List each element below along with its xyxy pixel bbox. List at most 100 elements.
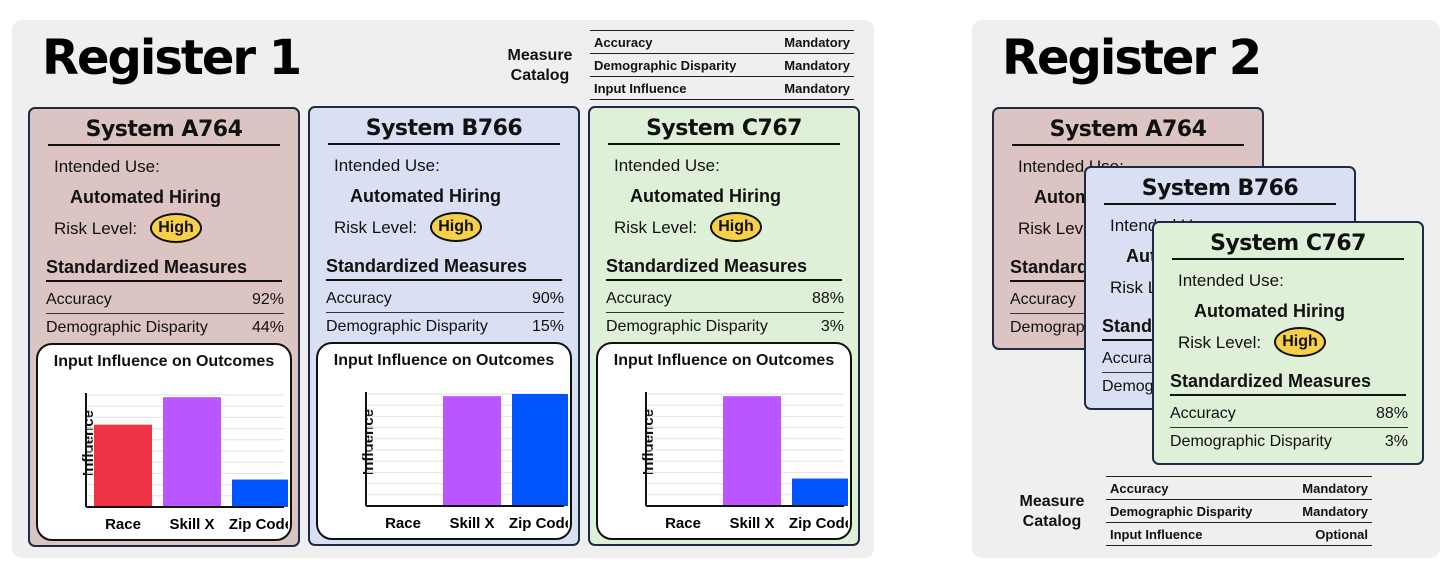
measure-row: Demographic Disparity 3%: [1170, 433, 1408, 455]
intended-use-value: Automated Hiring: [1194, 301, 1345, 321]
chart-plot: Race Skill X Zip Code: [85, 393, 288, 533]
x-tick-label: Zip Code: [789, 515, 848, 532]
measure-row: Accuracy 92%: [46, 291, 284, 314]
influence-chart: Input Influence on Outcomes Influence Ra…: [316, 342, 572, 540]
catalog-row: Accuracy Mandatory: [590, 30, 854, 54]
catalog-status: Mandatory: [767, 53, 854, 77]
measure-name: Accuracy: [326, 290, 392, 307]
register-2-title: Register 2: [1002, 30, 1262, 86]
risk-badge: High: [150, 213, 202, 243]
catalog-measure: Accuracy: [1106, 476, 1285, 500]
chart-title: Input Influence on Outcomes: [613, 352, 835, 369]
catalog-measure: Demographic Disparity: [1106, 499, 1285, 523]
register-2-panel: Register 2 System A764 Intended Use: Aut…: [972, 20, 1440, 558]
bar-zip-code: [792, 478, 848, 506]
risk-badge: High: [430, 212, 482, 242]
catalog-status: Optional: [1284, 522, 1372, 546]
intended-use-label: Intended Use:: [1178, 271, 1284, 290]
measure-name: Accuracy: [1102, 350, 1168, 367]
standardized-measures-heading: Standardized Measures: [1170, 371, 1406, 396]
measure-catalog-label: Measure Catalog: [1019, 493, 1085, 530]
x-tick-label: Race: [665, 515, 701, 532]
x-tick-label: Race: [385, 515, 421, 532]
risk-badge: High: [1274, 327, 1326, 357]
catalog-row: Demographic Disparity Mandatory: [1106, 499, 1372, 523]
standardized-measures-heading: Standardized Measures: [46, 257, 282, 282]
intended-use-label: Intended Use:: [334, 156, 440, 175]
catalog-measure: Input Influence: [1106, 522, 1285, 546]
bar-skill-x: [163, 397, 221, 507]
influence-chart: Input Influence on Outcomes Influence Ra…: [596, 342, 852, 540]
measure-value: 92%: [251, 291, 284, 308]
risk-badge: High: [710, 212, 762, 242]
system-card-a764: System A764 Intended Use: Automated Hiri…: [28, 107, 300, 547]
risk-level-label: Risk Level:: [1178, 333, 1262, 352]
measure-row: Demographic Disparity 44%: [46, 319, 284, 341]
chart-title: Input Influence on Outcomes: [333, 352, 555, 369]
measure-value: 15%: [531, 318, 564, 335]
measure-name: Accuracy: [1170, 405, 1236, 422]
catalog-status: Mandatory: [1284, 476, 1372, 500]
intended-use-value: Automated Hiring: [70, 187, 221, 207]
risk-level-label: Risk Level:: [334, 218, 418, 237]
catalog-row: Input Influence Mandatory: [590, 76, 854, 100]
x-tick-label: Skill X: [729, 515, 774, 532]
system-card-c767: System C767 Intended Use: Automated Hiri…: [588, 106, 860, 546]
catalog-row: Demographic Disparity Mandatory: [590, 53, 854, 77]
measure-value: 88%: [811, 290, 844, 307]
intended-use-value: Automated Hiring: [630, 186, 781, 206]
catalog-status: Mandatory: [1284, 499, 1372, 523]
measure-catalog-table: Accuracy Mandatory Demographic Disparity M…: [590, 30, 854, 100]
measure-catalog-label: Measure Catalog: [507, 47, 573, 84]
measure-row: Demographic Disparity 15%: [326, 318, 564, 340]
measure-row: Demographic Disparity 3%: [606, 318, 844, 340]
x-tick-label: Zip Code: [229, 516, 288, 533]
measure-name: Accuracy: [46, 291, 112, 308]
catalog-row: Input Influence Optional: [1106, 522, 1372, 546]
catalog-measure: Input Influence: [590, 76, 768, 100]
bar-zip-code: [232, 479, 288, 507]
risk-level-label: Risk Level:: [1018, 219, 1102, 238]
standardized-measures-heading: Standardized Measures: [606, 256, 842, 281]
register-1-title: Register 1: [42, 30, 302, 86]
x-tick-label: Zip Code: [509, 515, 568, 532]
measure-row: Accuracy 88%: [1170, 405, 1408, 428]
chart-plot: Race Skill X Zip Code: [645, 392, 848, 532]
intended-use-label: Intended Use:: [614, 156, 720, 175]
measure-row: Accuracy 88%: [606, 290, 844, 313]
x-tick-label: Skill X: [169, 516, 214, 533]
bar-skill-x: [723, 396, 781, 506]
measure-value: 90%: [531, 290, 564, 307]
measure-name: Demographic Disparity: [1170, 433, 1332, 450]
measure-name: Demographic Disparity: [46, 319, 208, 336]
system-title: System A764: [48, 117, 280, 146]
catalog-status: Mandatory: [767, 30, 854, 54]
measure-value: 3%: [1384, 433, 1408, 450]
risk-level-label: Risk Level:: [614, 218, 698, 237]
chart-title: Input Influence on Outcomes: [53, 353, 275, 370]
measure-value: 44%: [251, 319, 284, 336]
measure-value: 88%: [1375, 405, 1408, 422]
system-card-b766: System B766 Intended Use: Automated Hiri…: [308, 106, 580, 546]
x-tick-label: Skill X: [449, 515, 494, 532]
catalog-status: Mandatory: [767, 76, 854, 100]
bar-zip-code: [512, 394, 568, 506]
standardized-measures-heading: Standardized Measures: [326, 256, 562, 281]
system-title: System B766: [328, 116, 560, 145]
measure-value: 3%: [820, 318, 844, 335]
chart-plot: Race Skill X Zip Code: [365, 392, 568, 532]
measure-catalog-table: Accuracy Mandatory Demographic Disparity M…: [1106, 476, 1372, 546]
bar-skill-x: [443, 396, 501, 506]
system-title: System B766: [1104, 176, 1336, 205]
influence-chart: Input Influence on Outcomes Influence Ra…: [36, 343, 292, 541]
intended-use-value: Automated Hiring: [350, 186, 501, 206]
measure-row: Accuracy 90%: [326, 290, 564, 313]
register-1-panel: Register 1 Measure Catalog Accuracy Manda…: [12, 20, 874, 558]
catalog-row: Accuracy Mandatory: [1106, 476, 1372, 500]
bar-race: [94, 424, 152, 507]
system-title: System C767: [608, 116, 840, 145]
risk-level-label: Risk Level:: [54, 219, 138, 238]
system-title: System C767: [1172, 231, 1404, 260]
catalog-measure: Demographic Disparity: [590, 53, 768, 77]
system-title: System A764: [1012, 117, 1244, 146]
